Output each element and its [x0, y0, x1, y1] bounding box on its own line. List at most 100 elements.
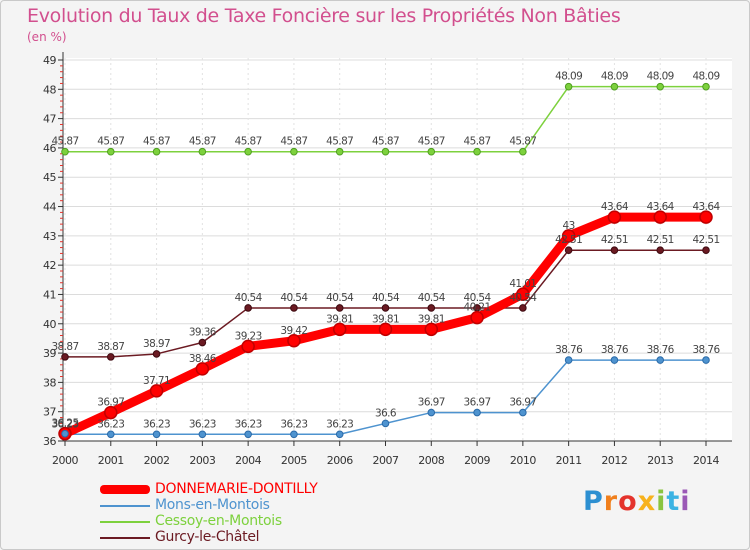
data-point-mons [427, 408, 436, 417]
legend-label-gurcy: Gurcy-le-Châtel [155, 529, 260, 545]
legend-label-cessoy: Cessoy-en-Montois [155, 513, 282, 529]
data-label-donnemarie: 43.64 [692, 201, 720, 213]
y-tick-label: 36 [43, 435, 56, 448]
x-tick-label: 2014 [693, 454, 719, 467]
data-label-cessoy: 45.87 [143, 136, 170, 148]
data-point-gurcy [152, 350, 161, 358]
y-tick-label: 39 [43, 347, 56, 360]
logo-letter: r [603, 486, 619, 517]
data-label-gurcy: 38.87 [51, 341, 78, 353]
proxiti-logo: Proxiti [583, 486, 691, 517]
data-point-cessoy [152, 147, 161, 156]
data-label-gurcy: 40.54 [280, 292, 308, 304]
data-point-cessoy [290, 147, 298, 156]
data-point-donnemarie [470, 310, 484, 325]
x-tick-label: 2011 [556, 454, 582, 467]
x-tick-label: 2010 [510, 454, 536, 467]
y-tick-label: 38 [43, 376, 56, 389]
data-label-donnemarie: 39.81 [372, 313, 399, 325]
data-point-gurcy [427, 304, 436, 312]
y-tick-label: 49 [43, 54, 56, 67]
y-tick-label: 47 [43, 113, 56, 126]
data-label-gurcy: 42.51 [647, 234, 674, 246]
data-label-gurcy: 38.97 [143, 338, 170, 350]
data-label-gurcy: 39.36 [189, 327, 217, 339]
data-label-mons: 36.97 [509, 397, 536, 409]
data-label-cessoy: 45.87 [51, 136, 78, 148]
data-label-donnemarie: 43 [563, 220, 575, 232]
data-point-donnemarie [424, 322, 439, 337]
y-tick-label: 44 [43, 201, 56, 214]
data-label-cessoy: 45.87 [235, 136, 262, 148]
data-point-gurcy [244, 304, 252, 312]
legend-swatch-cessoy [100, 521, 150, 523]
data-label-cessoy: 45.87 [372, 136, 399, 148]
data-point-donnemarie [332, 322, 347, 337]
data-point-cessoy [564, 82, 573, 91]
x-tick-label: 2012 [601, 454, 627, 467]
data-point-mons [290, 430, 298, 439]
data-point-mons [473, 408, 481, 417]
data-label-donnemarie: 39.81 [418, 313, 445, 325]
data-label-mons: 36.97 [464, 397, 491, 409]
data-point-cessoy [427, 147, 436, 156]
logo-letter: i [656, 486, 667, 517]
data-point-gurcy [381, 304, 390, 312]
y-tick-label: 43 [43, 230, 56, 243]
x-tick-label: 2002 [144, 454, 170, 467]
x-tick-label: 2008 [418, 454, 444, 467]
data-point-mons [564, 356, 573, 364]
x-tick-label: 2007 [373, 454, 399, 467]
data-point-mons [702, 356, 710, 364]
x-tick-label: 2000 [52, 454, 78, 467]
data-label-donnemarie: 41.01 [509, 278, 536, 290]
x-tick-label: 2013 [647, 454, 673, 467]
data-label-cessoy: 45.87 [509, 136, 536, 148]
y-tick-label: 45 [43, 171, 56, 184]
data-point-gurcy [702, 246, 710, 255]
data-label-gurcy: 42.51 [601, 234, 628, 246]
data-point-gurcy [106, 353, 115, 361]
data-label-gurcy: 40.54 [418, 292, 446, 304]
data-label-donnemarie: 40.21 [464, 302, 491, 314]
data-point-gurcy [656, 246, 665, 255]
x-tick-label: 2006 [327, 454, 353, 467]
x-tick-label: 2003 [189, 454, 215, 467]
data-label-donnemarie: 36.25 [51, 418, 78, 430]
data-point-mons [335, 430, 344, 439]
data-point-cessoy [656, 82, 665, 91]
data-label-donnemarie: 36.97 [97, 397, 124, 409]
data-point-cessoy [244, 147, 252, 156]
data-point-mons [106, 430, 115, 439]
legend-label-mons: Mons-en-Montois [155, 497, 270, 513]
data-label-cessoy: 48.09 [601, 71, 628, 83]
logo-letter: i [680, 486, 691, 517]
data-point-donnemarie [241, 339, 255, 354]
chart-title: Evolution du Taux de Taxe Foncière sur l… [27, 5, 621, 27]
data-label-cessoy: 45.87 [418, 136, 445, 148]
line-chart: 36 37 38 39 40 41 42 43 44 45 46 47 48 49 2000 2001 2002… [43, 52, 732, 467]
data-label-gurcy: 40.54 [326, 292, 354, 304]
data-point-gurcy [61, 353, 69, 361]
data-label-gurcy: 40.54 [464, 292, 492, 304]
data-label-cessoy: 45.87 [464, 136, 491, 148]
data-label-cessoy: 48.09 [555, 71, 582, 83]
data-label-cessoy: 45.87 [189, 136, 216, 148]
data-point-donnemarie [104, 405, 118, 420]
data-point-cessoy [106, 147, 115, 156]
data-label-mons: 36.23 [235, 418, 262, 430]
data-point-donnemarie [378, 322, 393, 337]
data-point-gurcy [290, 304, 298, 312]
data-label-gurcy: 42.51 [555, 234, 582, 246]
data-label-cessoy: 48.09 [647, 71, 674, 83]
data-point-mons [656, 356, 665, 364]
y-tick-label: 48 [43, 83, 56, 96]
data-label-cessoy: 48.09 [692, 71, 719, 83]
data-label-mons: 36.23 [189, 418, 216, 430]
data-label-mons: 38.76 [555, 344, 583, 356]
data-label-gurcy: 42.51 [692, 234, 719, 246]
data-point-donnemarie [607, 210, 622, 224]
data-point-cessoy [473, 147, 481, 156]
data-label-mons: 38.76 [647, 344, 675, 356]
data-point-donnemarie [195, 362, 210, 376]
